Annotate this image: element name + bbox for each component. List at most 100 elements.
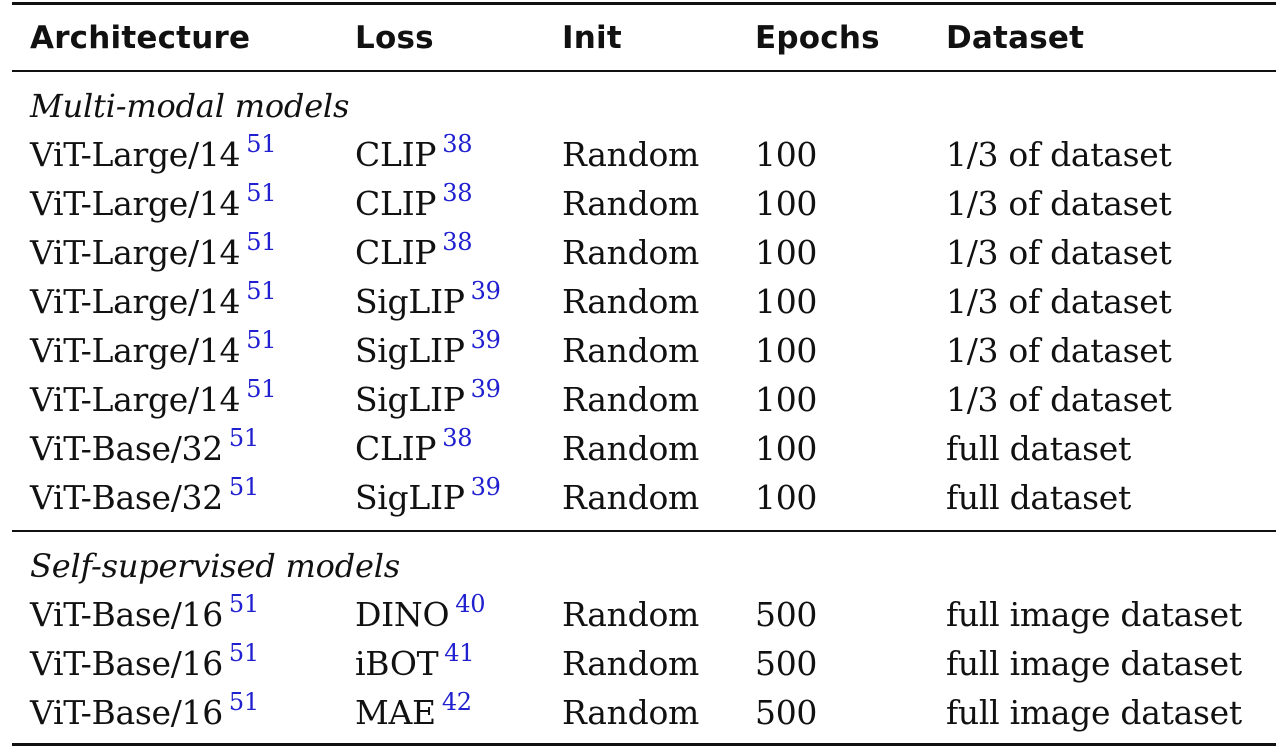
loss-cell: CLIP 38 — [355, 425, 472, 473]
table-row: ViT-Large/14 51 CLIP 38 Random 100 1/3 of data… — [0, 180, 1280, 228]
citation-link[interactable]: 51 — [246, 228, 277, 256]
architecture-cell: ViT-Base/32 51 — [30, 425, 259, 473]
init-cell: Random — [562, 180, 699, 228]
init-cell: Random — [562, 376, 699, 424]
architecture-cell: ViT-Large/14 51 — [30, 326, 277, 375]
dataset-cell-text: full dataset — [946, 429, 1131, 468]
table-row: ViT-Base/32 51 SigLIP 39 Random 100 full datas… — [0, 474, 1280, 522]
citation-link[interactable]: 38 — [442, 424, 473, 452]
header-init: Init — [562, 20, 622, 56]
citation-link[interactable]: 51 — [228, 473, 259, 501]
citation-link[interactable]: 51 — [246, 179, 277, 207]
epochs-cell-text: 100 — [755, 282, 818, 321]
citation-link[interactable]: 51 — [246, 130, 277, 158]
dataset-cell: full image dataset — [946, 640, 1242, 688]
dataset-cell: 1/3 of dataset — [946, 278, 1172, 326]
architecture-cell-text: ViT-Base/32 — [30, 429, 223, 468]
dataset-cell: 1/3 of dataset — [946, 229, 1172, 277]
loss-cell: CLIP 38 — [355, 131, 472, 179]
architecture-cell-text: ViT-Large/14 — [30, 233, 241, 272]
epochs-cell-text: 100 — [755, 380, 818, 419]
loss-cell-text: SigLIP — [355, 331, 465, 370]
dataset-cell-text: full image dataset — [946, 693, 1242, 732]
citation-link[interactable]: 39 — [470, 277, 501, 305]
init-cell: Random — [562, 425, 699, 473]
citation-link[interactable]: 42 — [441, 688, 472, 716]
epochs-cell-text: 500 — [755, 693, 818, 732]
architecture-cell: ViT-Large/14 51 — [30, 130, 277, 179]
citation-link[interactable]: 39 — [470, 326, 501, 354]
init-cell-text: Random — [562, 282, 700, 321]
header-dataset: Dataset — [946, 20, 1085, 56]
table-row: ViT-Large/14 51 SigLIP 39 Random 100 1/3 of da… — [0, 278, 1280, 326]
dataset-cell-text: 1/3 of dataset — [946, 135, 1172, 174]
epochs-cell-text: 500 — [755, 595, 818, 634]
architecture-cell: ViT-Large/14 51 — [30, 228, 277, 277]
architecture-cell-text: ViT-Base/16 — [30, 595, 223, 634]
citation-link[interactable]: 51 — [246, 277, 277, 305]
loss-cell: SigLIP 39 — [355, 474, 501, 522]
dataset-cell: full dataset — [946, 474, 1131, 522]
header-row: Architecture Loss Init Epochs Dataset — [0, 14, 1280, 62]
epochs-cell-text: 100 — [755, 135, 818, 174]
citation-link[interactable]: 38 — [442, 228, 473, 256]
init-cell: Random — [562, 131, 699, 179]
citation-link[interactable]: 39 — [470, 473, 501, 501]
dataset-cell: 1/3 of dataset — [946, 180, 1172, 228]
table-row: ViT-Base/32 51 CLIP 38 Random 100 full dataset — [0, 425, 1280, 473]
init-cell-text: Random — [562, 595, 700, 634]
architecture-cell-text: ViT-Base/16 — [30, 644, 223, 683]
citation-link[interactable]: 40 — [455, 590, 486, 618]
citation-link[interactable]: 38 — [442, 130, 473, 158]
section-rule — [12, 530, 1276, 532]
epochs-cell-text: 100 — [755, 233, 818, 272]
header-rule — [12, 70, 1276, 72]
epochs-cell: 100 — [755, 327, 817, 375]
architecture-cell-text: ViT-Large/14 — [30, 331, 241, 370]
loss-cell: iBOT 41 — [355, 639, 475, 688]
epochs-cell: 100 — [755, 278, 817, 326]
architecture-cell-text: ViT-Base/32 — [30, 478, 223, 517]
citation-link[interactable]: 38 — [442, 179, 473, 207]
init-cell-text: Random — [562, 331, 700, 370]
architecture-cell: ViT-Large/14 51 — [30, 375, 277, 424]
architecture-cell: ViT-Base/32 51 — [30, 474, 259, 522]
citation-link[interactable]: 51 — [228, 590, 259, 618]
citation-link[interactable]: 51 — [246, 326, 277, 354]
loss-cell-text: CLIP — [355, 429, 437, 468]
citation-link[interactable]: 41 — [444, 639, 475, 667]
loss-cell-text: DINO — [355, 595, 450, 634]
dataset-cell: full image dataset — [946, 591, 1242, 639]
table-row: ViT-Large/14 51 SigLIP 39 Random 100 1/3 of da… — [0, 376, 1280, 424]
loss-cell: CLIP 38 — [355, 180, 472, 228]
epochs-cell: 500 — [755, 591, 817, 639]
loss-cell: DINO 40 — [355, 591, 485, 639]
init-cell: Random — [562, 327, 699, 375]
init-cell-text: Random — [562, 233, 700, 272]
citation-link[interactable]: 51 — [228, 639, 259, 667]
loss-cell-text: MAE — [355, 693, 436, 732]
table-row: ViT-Base/16 51 iBOT 41 Random 500 full image d… — [0, 640, 1280, 688]
citation-link[interactable]: 51 — [228, 424, 259, 452]
section-title-selfsupervised: Self-supervised models — [30, 547, 400, 585]
loss-cell: SigLIP 39 — [355, 376, 501, 424]
epochs-cell: 100 — [755, 474, 817, 522]
citation-link[interactable]: 51 — [246, 375, 277, 403]
dataset-cell-text: 1/3 of dataset — [946, 282, 1172, 321]
citation-link[interactable]: 51 — [228, 688, 259, 716]
epochs-cell: 100 — [755, 376, 817, 424]
loss-cell-text: CLIP — [355, 184, 437, 223]
loss-cell-text: iBOT — [355, 644, 439, 683]
init-cell-text: Random — [562, 135, 700, 174]
table-row: ViT-Large/14 51 CLIP 38 Random 100 1/3 of data… — [0, 229, 1280, 277]
header-loss: Loss — [355, 20, 434, 56]
init-cell-text: Random — [562, 184, 700, 223]
dataset-cell-text: full image dataset — [946, 595, 1242, 634]
dataset-cell: 1/3 of dataset — [946, 327, 1172, 375]
top-rule — [12, 2, 1276, 5]
epochs-cell: 500 — [755, 640, 817, 688]
dataset-cell: full image dataset — [946, 689, 1242, 737]
epochs-cell-text: 500 — [755, 644, 818, 683]
citation-link[interactable]: 39 — [470, 375, 501, 403]
table-row: ViT-Large/14 51 CLIP 38 Random 100 1/3 of data… — [0, 131, 1280, 179]
